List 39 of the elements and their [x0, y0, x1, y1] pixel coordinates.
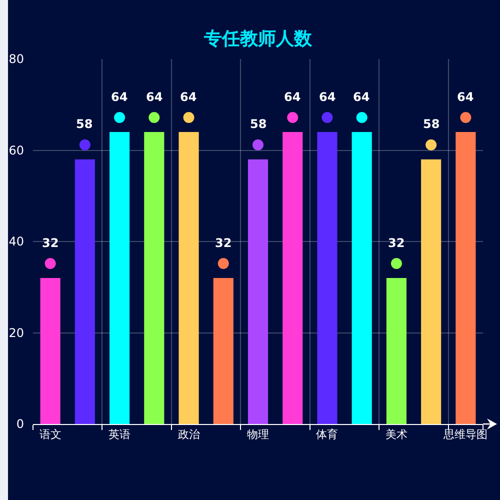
data-label: 64 — [146, 90, 163, 104]
bar — [144, 132, 164, 424]
x-tick-label: 体育 — [316, 428, 338, 442]
bar — [40, 278, 60, 424]
bar — [421, 159, 442, 424]
y-tick-label: 0 — [16, 417, 24, 432]
bar — [386, 278, 406, 424]
data-label: 58 — [250, 117, 267, 131]
bar — [456, 132, 476, 424]
y-tick-label: 60 — [8, 143, 24, 158]
data-label: 64 — [353, 90, 370, 104]
bar — [213, 278, 234, 424]
data-label: 64 — [180, 90, 197, 104]
x-tick-label: 英语 — [108, 428, 131, 442]
data-label: 32 — [42, 236, 59, 250]
bar — [74, 159, 95, 424]
bar — [110, 132, 130, 424]
bar — [352, 132, 372, 424]
bar — [317, 132, 338, 424]
bar — [248, 159, 268, 424]
data-label: 64 — [284, 90, 301, 104]
x-tick-label: 思维导图 — [442, 428, 488, 442]
y-tick-label: 80 — [8, 52, 24, 66]
x-tick-label: 语文 — [39, 428, 62, 442]
data-label: 58 — [76, 117, 93, 131]
chart-title: 专任教师人数 — [203, 28, 313, 50]
x-tick-label: 政治 — [178, 428, 200, 442]
bar — [178, 132, 199, 424]
y-tick-label: 40 — [8, 234, 24, 249]
x-tick-label: 美术 — [385, 428, 408, 442]
data-label: 64 — [319, 90, 336, 104]
data-label: 64 — [111, 90, 128, 104]
bar — [282, 132, 303, 424]
data-label: 58 — [423, 117, 440, 131]
data-label: 32 — [388, 236, 405, 250]
y-tick-label: 20 — [8, 326, 24, 340]
data-label: 64 — [457, 90, 474, 104]
data-label: 32 — [215, 236, 232, 250]
x-tick-label: 物理 — [247, 428, 269, 442]
